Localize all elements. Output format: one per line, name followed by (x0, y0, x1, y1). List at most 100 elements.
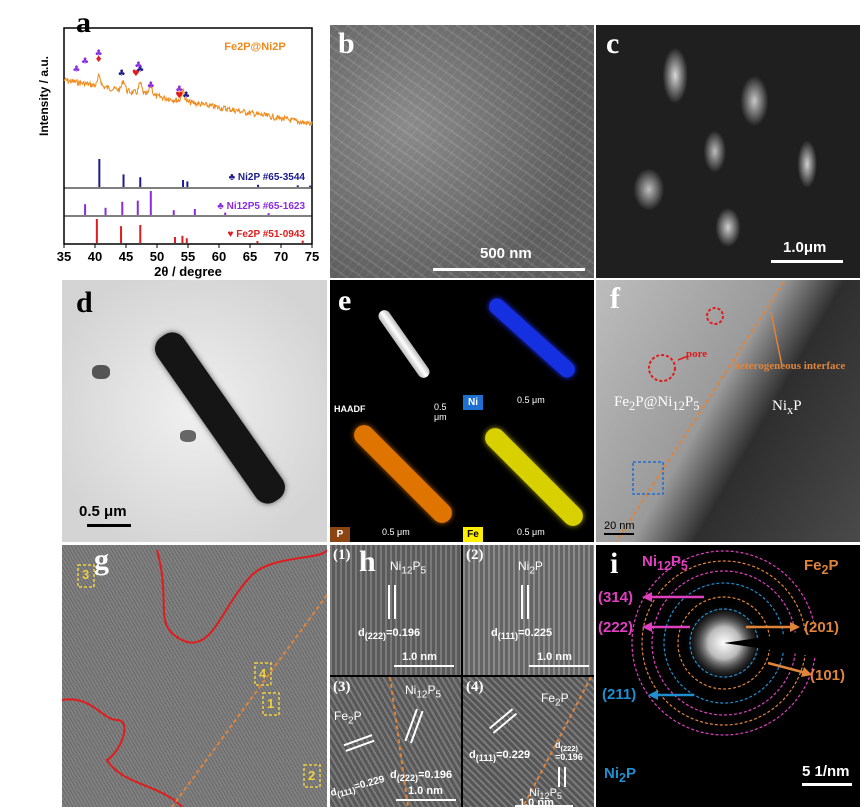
x-axis-label: 2θ / degree (154, 264, 222, 279)
h-sub-num-3: (3) (333, 679, 351, 695)
h-d-2: d(111)=0.225 (491, 627, 553, 642)
h-sub-num-4: (4) (466, 679, 484, 695)
h-sub-4: (4) Fe2P d(111)=0.229 d(222) =0.196 Ni12P… (463, 677, 594, 807)
h-d-4b: d(222) =0.196 (555, 740, 583, 763)
interface-label: heterogeneous interface (734, 360, 846, 372)
particle (92, 365, 110, 379)
h-phase-4b: Ni12P5 (529, 787, 563, 802)
panel-d: d 0.5 μm (62, 280, 327, 542)
map-tag-p: P (330, 527, 350, 542)
ring-211: (211) (602, 686, 637, 703)
h-sub-num-2: (2) (466, 547, 484, 563)
panel-label-a: a (76, 6, 91, 39)
map-p: P 0.5 μm (330, 412, 461, 542)
h-phase-3a: Ni12P5 (405, 683, 442, 701)
y-axis-label: Intensity / a.u. (37, 56, 51, 136)
interface-overlay (615, 281, 785, 542)
pore-label: pore (686, 348, 708, 360)
panel-label-g: g (94, 545, 109, 576)
map-scale-p: 0.5 μm (382, 527, 410, 537)
h-d-1: d(222)=0.196 (358, 627, 421, 642)
map-tag-haadf: HAADF (334, 404, 366, 414)
panel-g: g 3 4 1 2 (62, 545, 327, 807)
panel-h: (1) Ni12P5 d(222)=0.196 1.0 nm (2) Ni2P … (330, 545, 594, 807)
panel-label-e: e (338, 284, 352, 317)
x-tick-label: 50 (150, 249, 164, 264)
rod-p (349, 420, 457, 528)
legend-ref: ♣ Ni2P #65-3544 (229, 172, 306, 183)
panel-label-h: h (359, 545, 376, 578)
peak-marker: ♣ (175, 85, 183, 95)
xrd-measured-curve (63, 72, 313, 127)
saed-pattern (631, 550, 860, 736)
h-d-3a: d(222)=0.196 (390, 769, 453, 784)
legend-ref: ♣ Ni12P5 #65-1623 (217, 201, 305, 212)
panel-label-d: d (76, 286, 93, 319)
map-haadf: HAADF 0.5 μm (330, 280, 461, 422)
x-tick-label: 60 (212, 249, 226, 264)
box-label-4: 4 (259, 666, 267, 681)
scale-text-c: 1.0μm (783, 239, 827, 256)
g-overlay (62, 549, 327, 807)
h4-interface (522, 677, 592, 807)
x-tick-label: 70 (274, 249, 288, 264)
x-tick-label: 45 (119, 249, 133, 264)
map-scale-ni: 0.5 μm (517, 395, 545, 405)
ring-101: (101) (810, 667, 846, 684)
peak-marker: ♣ (136, 65, 144, 75)
box-label-2: 2 (308, 768, 316, 783)
i-phase-fe2p: Fe2P (804, 557, 839, 577)
map-tag-fe: Fe (463, 527, 483, 542)
peak-marker: ♥ (175, 91, 183, 101)
left-region-label: Fe2P@Ni12P5 (614, 394, 700, 413)
ring-314: (314) (598, 589, 634, 606)
peak-marker: ♥ (132, 69, 140, 79)
scale-text-b: 500 nm (480, 245, 532, 262)
h-scale-4: 1.0 nm (519, 797, 554, 807)
fringe-mark (558, 767, 566, 787)
rod-fe (480, 423, 588, 531)
panel-e: e HAADF 0.5 μm Ni 0.5 μm P 0.5 μm Fe 0.5… (330, 280, 594, 542)
peak-marker: ♣ (95, 49, 103, 59)
h-phase-1: Ni12P5 (390, 559, 427, 577)
scalebar-f (604, 533, 634, 535)
peak-marker: ♣ (118, 69, 126, 79)
x-tick-label: 65 (243, 249, 257, 264)
peak-marker: ♣ (72, 65, 80, 75)
panel-f: f pore heterogeneous interface Fe2P@Ni12… (596, 280, 860, 542)
h-sub-1: (1) Ni12P5 d(222)=0.196 1.0 nm (330, 545, 461, 675)
i-phase-ni12p5: Ni12P5 (642, 553, 688, 573)
panel-c: c 1.0μm (596, 25, 860, 278)
scalebar-d (87, 524, 131, 527)
panel-label-c: c (606, 27, 620, 60)
h-phase-4a: Fe2P (541, 691, 569, 709)
scale-text-f: 20 nm (604, 520, 635, 532)
panel-b: b 500 nm (330, 25, 594, 278)
h-scale-1: 1.0 nm (402, 651, 437, 663)
nanorod (149, 326, 291, 510)
h-phase-2: Ni2P (518, 559, 543, 577)
selection-box (632, 461, 664, 495)
h-scalebar-2 (529, 665, 589, 667)
h-phase-3b: Fe2P (334, 709, 362, 727)
rod-ni (485, 295, 579, 381)
box-label-1: 1 (267, 696, 275, 711)
x-tick-label: 75 (305, 249, 319, 264)
particle (180, 430, 196, 442)
legend-ref: ♥ Fe2P #51-0943 (228, 229, 306, 240)
peak-marker: ♣ (147, 81, 155, 91)
h-sub-2: (2) Ni2P d(111)=0.225 1.0 nm (463, 545, 594, 675)
right-region-label: NixP (772, 398, 802, 417)
h-scalebar-4 (515, 805, 573, 807)
ring-222: (222) (598, 619, 634, 636)
map-tag-ni: Ni (463, 395, 483, 410)
map-scale-haadf: 0.5 μm (434, 402, 447, 422)
h-scale-2: 1.0 nm (537, 651, 572, 663)
panel-label-b: b (338, 27, 355, 60)
scale-text-d: 0.5 μm (79, 503, 127, 520)
ring-201: (201) (804, 619, 840, 636)
panel-label-i: i (610, 547, 619, 580)
x-tick-label: 40 (88, 249, 102, 264)
scalebar-i (802, 783, 852, 786)
